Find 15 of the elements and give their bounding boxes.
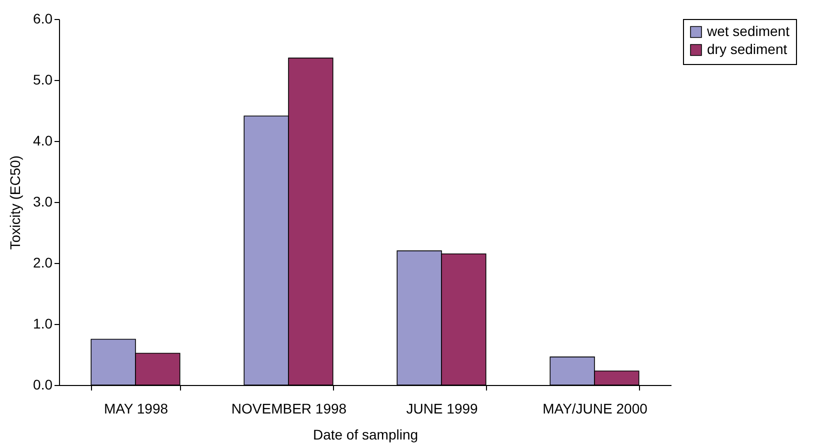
y-tick-label: 4.0: [33, 132, 53, 148]
y-tick-label: 5.0: [33, 72, 53, 88]
y-tick-label: 1.0: [33, 316, 53, 332]
x-tick-label: MAY/JUNE 2000: [542, 400, 648, 416]
y-tick-label: 0.0: [33, 376, 53, 392]
x-tick-label: MAY 1998: [104, 400, 168, 416]
x-tick-label: JUNE 1999: [406, 400, 478, 416]
legend-label: dry sediment: [707, 41, 788, 57]
y-axis-title: Toxicity (EC50): [7, 155, 24, 250]
legend-label: wet sediment: [706, 23, 790, 39]
x-axis-title: Date of sampling: [312, 426, 418, 442]
y-tick-label: 2.0: [33, 254, 53, 270]
y-tick-label: 3.0: [33, 194, 53, 210]
y-tick-label: 6.0: [33, 10, 53, 26]
x-tick-label: NOVEMBER 1998: [231, 400, 347, 416]
